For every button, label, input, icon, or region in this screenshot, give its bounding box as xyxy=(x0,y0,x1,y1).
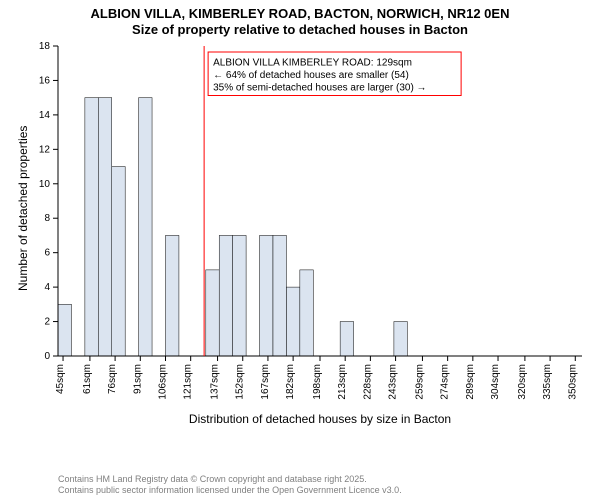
annotation-line: 35% of semi-detached houses are larger (… xyxy=(213,83,426,94)
y-tick-label: 10 xyxy=(39,179,51,190)
bar xyxy=(112,167,125,356)
title-line2: Size of property relative to detached ho… xyxy=(0,22,600,38)
y-tick-label: 2 xyxy=(44,317,50,328)
bar xyxy=(219,235,232,356)
bar xyxy=(300,270,313,356)
bar xyxy=(273,235,286,356)
x-tick-label: 61sqm xyxy=(82,364,93,394)
x-tick-label: 167sqm xyxy=(260,364,271,400)
x-tick-label: 121sqm xyxy=(183,364,194,400)
x-tick-label: 213sqm xyxy=(337,364,348,400)
x-tick-label: 274sqm xyxy=(440,364,451,400)
bar xyxy=(58,304,71,356)
bar xyxy=(260,235,273,356)
annotation-box: ALBION VILLA KIMBERLEY ROAD: 129sqm← 64%… xyxy=(208,52,461,96)
x-tick-label: 243sqm xyxy=(388,364,399,400)
x-tick-label: 152sqm xyxy=(235,364,246,400)
x-axis-label: Distribution of detached houses by size … xyxy=(58,412,582,426)
x-tick-label: 91sqm xyxy=(132,364,143,394)
x-tick-label: 45sqm xyxy=(55,364,66,394)
x-tick-label: 259sqm xyxy=(414,364,425,400)
bar xyxy=(233,235,246,356)
y-tick-label: 8 xyxy=(44,213,50,224)
y-tick-label: 6 xyxy=(44,248,50,259)
y-tick-label: 16 xyxy=(39,75,51,86)
x-tick-label: 182sqm xyxy=(285,364,296,400)
x-tick-label: 76sqm xyxy=(107,364,118,394)
x-tick-label: 137sqm xyxy=(210,364,221,400)
bar xyxy=(139,98,152,356)
y-tick-label: 14 xyxy=(39,110,51,121)
bar xyxy=(394,322,407,356)
y-tick-label: 0 xyxy=(44,351,50,362)
annotation-line: ← 64% of detached houses are smaller (54… xyxy=(213,70,409,81)
attribution-line1: Contains HM Land Registry data © Crown c… xyxy=(58,474,402,485)
x-tick-label: 228sqm xyxy=(362,364,373,400)
y-axis-label: Number of detached properties xyxy=(16,126,30,291)
bar xyxy=(98,98,111,356)
x-tick-label: 304sqm xyxy=(490,364,501,400)
bar xyxy=(286,287,299,356)
bar xyxy=(340,322,353,356)
attribution: Contains HM Land Registry data © Crown c… xyxy=(58,474,402,496)
x-tick-label: 320sqm xyxy=(517,364,528,400)
bars-group xyxy=(58,98,407,356)
bar xyxy=(206,270,219,356)
annotation-line: ALBION VILLA KIMBERLEY ROAD: 129sqm xyxy=(213,58,412,69)
x-tick-label: 198sqm xyxy=(312,364,323,400)
attribution-line2: Contains public sector information licen… xyxy=(58,485,402,496)
x-tick-label: 335sqm xyxy=(542,364,553,400)
chart-container: ALBION VILLA, KIMBERLEY ROAD, BACTON, NO… xyxy=(0,0,600,500)
x-tick-label: 289sqm xyxy=(465,364,476,400)
title-line1: ALBION VILLA, KIMBERLEY ROAD, BACTON, NO… xyxy=(0,6,600,22)
bar xyxy=(165,235,178,356)
y-tick-label: 18 xyxy=(39,41,51,52)
bar xyxy=(85,98,98,356)
xticks-group: 45sqm 61sqm 76sqm 91sqm 106sqm 121sqm 137sqm 15… xyxy=(55,356,578,400)
x-tick-label: 106sqm xyxy=(157,364,168,400)
chart-title: ALBION VILLA, KIMBERLEY ROAD, BACTON, NO… xyxy=(0,0,600,39)
x-tick-label: 350sqm xyxy=(567,364,578,400)
plot-svg: 024681012141618 45sqm61sqm76sqm91sqm106s… xyxy=(58,46,582,406)
y-tick-label: 12 xyxy=(39,144,51,155)
y-tick-label: 4 xyxy=(44,282,50,293)
yticks-group: 0 2 4 6 8 10 12 14 16 18 xyxy=(39,41,58,362)
